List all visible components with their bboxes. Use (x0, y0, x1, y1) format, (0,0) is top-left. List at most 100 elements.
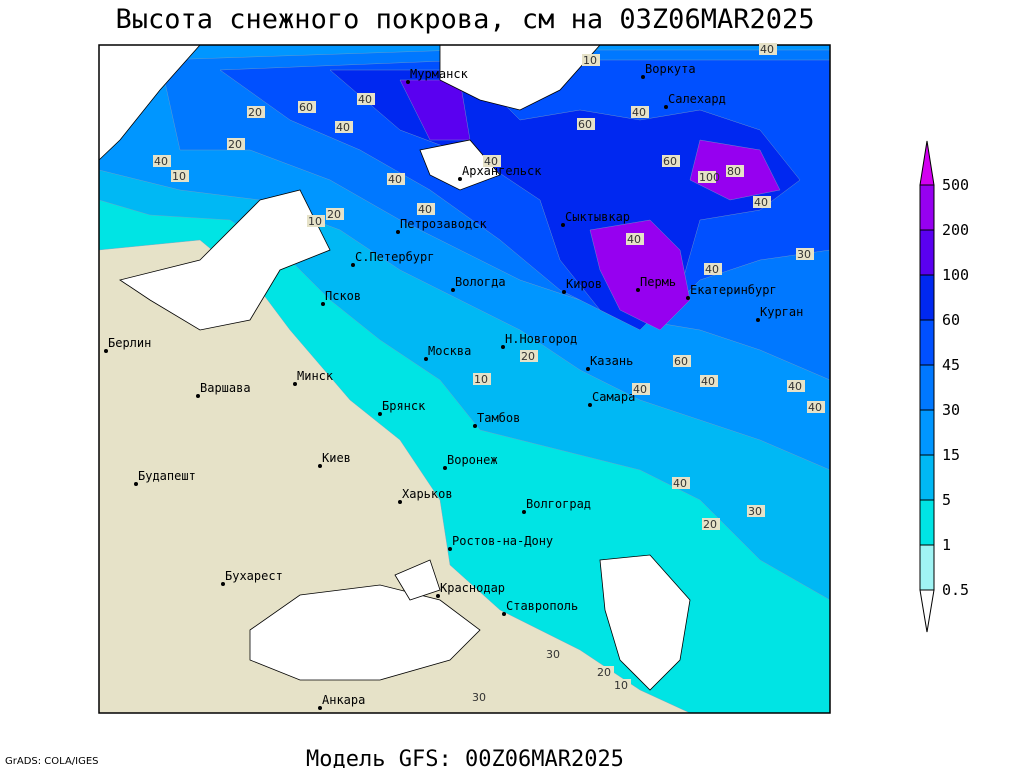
map-layers (99, 45, 830, 713)
contour-label-bg (417, 203, 435, 215)
contour-label-bg (483, 155, 501, 167)
city-label: Сыктывкар (565, 210, 630, 224)
contour-label: 40 (358, 93, 372, 106)
city-dot (636, 288, 640, 292)
city-label: Казань (590, 354, 633, 368)
contour-label-bg (153, 155, 171, 167)
legend-box (919, 274, 935, 321)
city-label: Салехард (668, 92, 726, 106)
contour-label-bg (700, 375, 718, 387)
contour-label: 20 (327, 208, 341, 221)
city-label: Тамбов (477, 411, 520, 425)
contour-label-bg (704, 263, 722, 275)
contour-label: 40 (705, 263, 719, 276)
city-label: Волгоград (526, 497, 591, 511)
city-label: Краснодар (440, 581, 505, 595)
legend-label: 100 (942, 266, 969, 284)
contour-label-bg (807, 401, 825, 413)
legend-label: 0.5 (942, 581, 969, 599)
legend-label: 5 (942, 491, 951, 509)
subtitle: Модель GFS: 00Z06MAR2025 (306, 747, 624, 768)
credit: GrADS: COLA/IGES (5, 756, 99, 767)
contour-label-bg (613, 679, 631, 691)
city-dot (134, 482, 138, 486)
legend-box (919, 319, 935, 366)
legend-label: 30 (942, 401, 960, 419)
city-dot (473, 424, 477, 428)
contour-label-bg (471, 691, 489, 703)
city-label: Киев (322, 451, 351, 465)
contour-label-bg (672, 477, 690, 489)
city-label: Самара (592, 390, 635, 404)
city-dot (502, 612, 506, 616)
contour-label: 30 (546, 648, 560, 661)
city-dot (458, 177, 462, 181)
contour-label: 40 (633, 383, 647, 396)
contour-label: 30 (472, 691, 486, 704)
city-dot (221, 582, 225, 586)
contour-label: 60 (578, 118, 592, 131)
legend-label: 200 (942, 221, 969, 239)
legend-box (919, 544, 935, 591)
city-dot (293, 382, 297, 386)
contour-label-bg (577, 118, 595, 130)
map: Мурманск Воркута Салехард Архангельск Петроз… (98, 43, 831, 714)
city-dot (522, 510, 526, 514)
caspian-sea (599, 554, 691, 691)
legend-box (919, 184, 935, 231)
contour-label: 40 (388, 173, 402, 186)
barents-sea (439, 45, 601, 111)
contour-label-bg (357, 93, 375, 105)
city-dot (396, 230, 400, 234)
contour-label: 80 (727, 165, 741, 178)
contour-label: 40 (701, 375, 715, 388)
contour-label-bg (626, 233, 644, 245)
black-sea (249, 584, 481, 681)
contour-label-bg (473, 373, 491, 385)
contour-label: 40 (154, 155, 168, 168)
city-dot (436, 594, 440, 598)
snow-100 (589, 219, 691, 331)
contour-label: 40 (336, 121, 350, 134)
city-label: Москва (428, 344, 471, 358)
contour-label: 40 (418, 203, 432, 216)
city-dot (318, 464, 322, 468)
legend-top (919, 140, 935, 186)
norwegian-sea (99, 45, 201, 161)
legend-label: 60 (942, 311, 960, 329)
city-label: Н.Новгород (505, 332, 577, 346)
city-label: Петрозаводск (400, 217, 487, 231)
city-dot (588, 403, 592, 407)
city-label: Бухарест (225, 569, 283, 583)
contour-label: 40 (808, 401, 822, 414)
contour-label-bg (673, 355, 691, 367)
contour-label: 20 (521, 350, 535, 363)
contour-label: 60 (663, 155, 677, 168)
contour-label: 40 (484, 155, 498, 168)
city-label: Псков (325, 289, 361, 303)
city-label: Анкара (322, 693, 365, 707)
contour-label-bg (545, 648, 563, 660)
city-label: Минск (297, 369, 334, 383)
city-label: Мурманск (410, 67, 469, 81)
city-dot (562, 290, 566, 294)
contour-label: 10 (172, 170, 186, 183)
city-label: Воркута (645, 62, 696, 76)
city-label: Харьков (402, 487, 453, 501)
contour-label: 10 (308, 215, 322, 228)
title: Высота снежного покрова, см на 03Z06MAR2… (116, 4, 815, 35)
contour-label: 60 (299, 101, 313, 114)
map-frame (98, 44, 831, 714)
city-dot (104, 349, 108, 353)
contour-label: 10 (474, 373, 488, 386)
city-dot (501, 345, 505, 349)
contour-label: 60 (674, 355, 688, 368)
contour-label: 20 (597, 666, 611, 679)
contour-label-bg (326, 208, 344, 220)
legend-bottom (919, 589, 935, 633)
contour-label-bg (753, 196, 771, 208)
legend-box (919, 454, 935, 501)
city-dot (756, 318, 760, 322)
